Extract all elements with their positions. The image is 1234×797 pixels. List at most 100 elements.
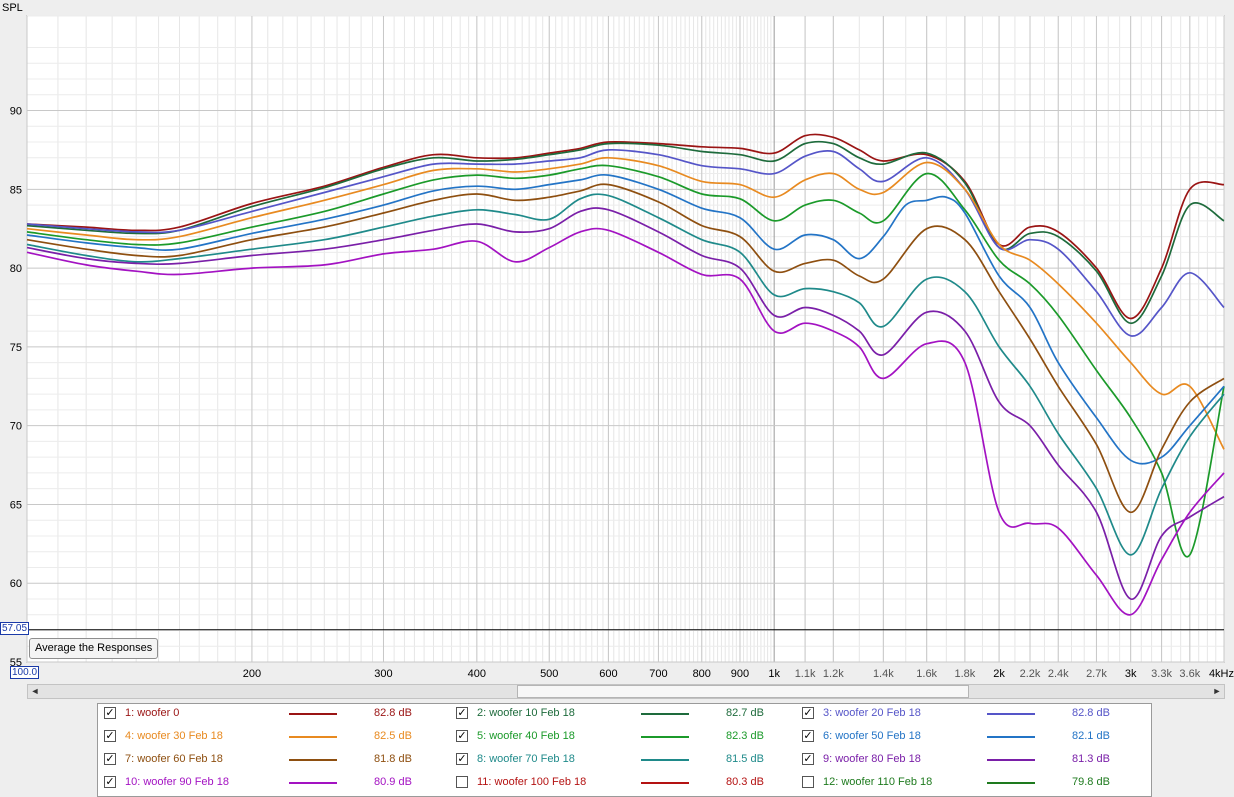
legend-label: 11: woofer 100 Feb 18 (477, 776, 587, 788)
scroll-thumb[interactable] (517, 685, 969, 698)
legend-swatch (289, 759, 337, 761)
series-line-woofer-50-feb-18 (26, 173, 1225, 465)
legend-label: 12: woofer 110 Feb 18 (823, 776, 933, 788)
y-tick-label: 75 (10, 342, 22, 354)
legend-label: 6: woofer 50 Feb 18 (823, 730, 921, 742)
legend-checkbox[interactable]: ✓ (104, 707, 116, 719)
x-tick-label: 2.2k (1020, 668, 1041, 680)
x-tick-label: 2k (993, 668, 1005, 680)
plot-area (26, 15, 1225, 663)
legend-swatch (641, 736, 689, 738)
series-line-woofer-40-feb-18 (26, 164, 1225, 558)
legend-item: ✓ 10: woofer 90 Feb 18 80.9 dB (104, 774, 444, 792)
legend-checkbox[interactable]: ✓ (802, 707, 814, 719)
x-tick-label: 700 (649, 668, 667, 680)
series-line-woofer-60-feb-18 (26, 183, 1225, 514)
legend-swatch (987, 759, 1035, 761)
legend-item: ✓ 7: woofer 60 Feb 18 81.8 dB (104, 751, 444, 769)
series-line-woofer-10-feb-18 (26, 140, 1225, 325)
series-line-woofer-30-feb-18 (26, 156, 1225, 450)
y-tick-label: 65 (10, 499, 22, 511)
x-tick-label: 3.3k (1151, 668, 1172, 680)
legend-checkbox[interactable]: ✓ (104, 730, 116, 742)
measurement-legend: ✓ 1: woofer 0 82.8 dB ✓ 2: woofer 10 Feb 18 8… (97, 703, 1152, 797)
legend-swatch (641, 782, 689, 784)
legend-label: 2: woofer 10 Feb 18 (477, 707, 575, 719)
legend-item: ✓ 4: woofer 30 Feb 18 82.5 dB (104, 728, 444, 746)
legend-db-value: 82.3 dB (726, 730, 764, 742)
legend-checkbox[interactable] (456, 776, 468, 788)
legend-label: 5: woofer 40 Feb 18 (477, 730, 575, 742)
x-tick-label: 800 (693, 668, 711, 680)
x-tick-label: 4kHz (1209, 668, 1234, 680)
series-line-woofer-80-feb-18 (26, 207, 1225, 600)
legend-item: ✓ 1: woofer 0 82.8 dB (104, 705, 444, 723)
legend-label: 9: woofer 80 Feb 18 (823, 753, 921, 765)
legend-label: 3: woofer 20 Feb 18 (823, 707, 921, 719)
legend-item: 11: woofer 100 Feb 18 80.3 dB (456, 774, 796, 792)
legend-checkbox[interactable]: ✓ (104, 776, 116, 788)
x-tick-label: 1.6k (916, 668, 937, 680)
legend-item: ✓ 6: woofer 50 Feb 18 82.1 dB (802, 728, 1142, 746)
legend-db-value: 79.8 dB (1072, 776, 1110, 788)
x-tick-label: 300 (374, 668, 392, 680)
legend-db-value: 81.3 dB (1072, 753, 1110, 765)
y-tick-label: 90 (10, 106, 22, 118)
legend-swatch (289, 736, 337, 738)
y-tick-label: 85 (10, 184, 22, 196)
average-responses-button[interactable]: Average the Responses (29, 638, 159, 659)
legend-item: 12: woofer 110 Feb 18 79.8 dB (802, 774, 1142, 792)
y-tick-label: 70 (10, 421, 22, 433)
legend-checkbox[interactable]: ✓ (802, 730, 814, 742)
legend-item: ✓ 9: woofer 80 Feb 18 81.3 dB (802, 751, 1142, 769)
series-line-woofer-0 (26, 133, 1225, 320)
x-tick-label: 900 (731, 668, 749, 680)
x-tick-label: 1.8k (954, 668, 975, 680)
legend-item: ✓ 5: woofer 40 Feb 18 82.3 dB (456, 728, 796, 746)
cursor-level-readout: 57.05 (0, 622, 30, 635)
y-axis-title: SPL (2, 2, 23, 14)
legend-label: 1: woofer 0 (125, 707, 180, 719)
series-line-woofer-20-feb-18 (26, 149, 1225, 337)
legend-checkbox[interactable]: ✓ (456, 753, 468, 765)
x-tick-label: 2.7k (1086, 668, 1107, 680)
legend-label: 10: woofer 90 Feb 18 (125, 776, 229, 788)
legend-swatch (289, 713, 337, 715)
legend-db-value: 82.7 dB (726, 707, 764, 719)
x-tick-label: 400 (468, 668, 486, 680)
horizontal-scrollbar[interactable]: ◄ ► (27, 684, 1225, 699)
legend-checkbox[interactable]: ✓ (456, 730, 468, 742)
legend-checkbox[interactable] (802, 776, 814, 788)
legend-db-value: 81.5 dB (726, 753, 764, 765)
series-line-woofer-70-feb-18 (26, 193, 1225, 556)
series-group (26, 133, 1225, 616)
x-tick-label: 2.4k (1048, 668, 1069, 680)
legend-swatch (641, 759, 689, 761)
legend-db-value: 82.8 dB (1072, 707, 1110, 719)
x-tick-label: 3k (1125, 668, 1137, 680)
legend-swatch (987, 782, 1035, 784)
series-line-woofer-90-feb-18 (26, 227, 1225, 616)
legend-label: 4: woofer 30 Feb 18 (125, 730, 223, 742)
scroll-right-arrow-icon[interactable]: ► (1212, 686, 1222, 696)
legend-label: 7: woofer 60 Feb 18 (125, 753, 223, 765)
chart-svg[interactable]: 200 300 400 500 600 700 800 900 1k 1.1k 1.2k 1.4k 1.… (0, 0, 1234, 684)
legend-item: ✓ 8: woofer 70 Feb 18 81.5 dB (456, 751, 796, 769)
legend-checkbox[interactable]: ✓ (104, 753, 116, 765)
x-start-readout: 100.0 (10, 666, 40, 679)
scroll-left-arrow-icon[interactable]: ◄ (30, 686, 40, 696)
legend-label: 8: woofer 70 Feb 18 (477, 753, 575, 765)
x-tick-label: 200 (243, 668, 261, 680)
legend-db-value: 82.1 dB (1072, 730, 1110, 742)
legend-db-value: 82.8 dB (374, 707, 412, 719)
legend-swatch (987, 713, 1035, 715)
legend-swatch (641, 713, 689, 715)
frequency-response-chart[interactable]: 200 300 400 500 600 700 800 900 1k 1.1k 1.2k 1.4k 1.… (0, 0, 1234, 684)
legend-checkbox[interactable]: ✓ (456, 707, 468, 719)
x-tick-label: 600 (599, 668, 617, 680)
legend-checkbox[interactable]: ✓ (802, 753, 814, 765)
legend-db-value: 80.3 dB (726, 776, 764, 788)
legend-db-value: 82.5 dB (374, 730, 412, 742)
x-tick-label: 1k (768, 668, 780, 680)
y-tick-label: 80 (10, 263, 22, 275)
